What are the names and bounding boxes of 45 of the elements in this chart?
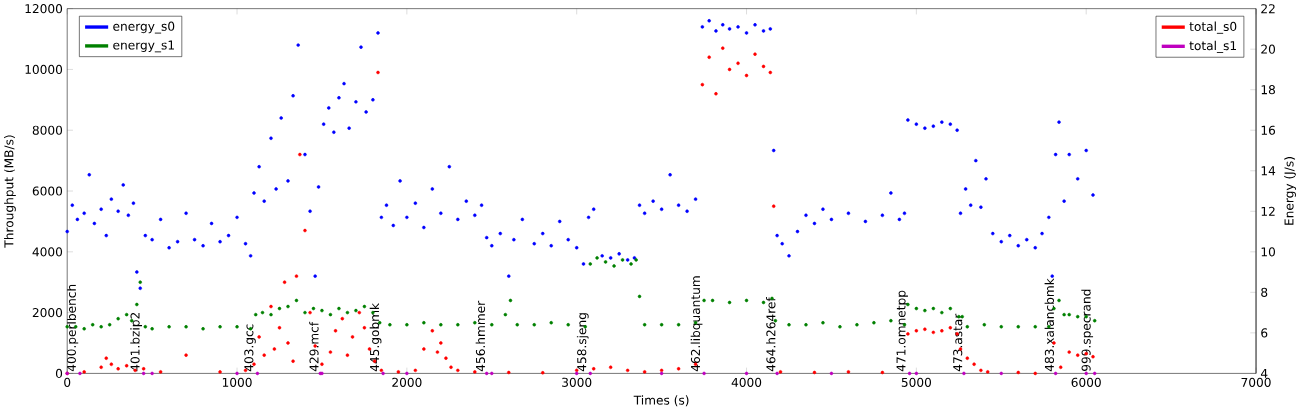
- x-tick-label: 0: [64, 377, 71, 387]
- y2-tick-label: 20: [1261, 44, 1276, 54]
- annotation: 462.libquantum: [690, 276, 703, 372]
- y2-tick-label: 14: [1261, 166, 1276, 176]
- x-tick-label: 2000: [392, 377, 422, 387]
- annotation: 429.mcf: [309, 321, 319, 372]
- y2-tick-label: 4: [1260, 368, 1268, 378]
- y2-tick-label: 18: [1261, 85, 1275, 95]
- y2-tick-label: 22: [1261, 4, 1275, 14]
- legend-label: total_s1: [1189, 40, 1237, 53]
- annotation: 445.gobmk: [369, 302, 382, 372]
- legend-label: energy_s0: [113, 21, 175, 34]
- y-tick-label: 6000: [32, 186, 63, 196]
- annotation: 473.astar: [953, 313, 963, 372]
- legend-label: energy_s1: [113, 40, 174, 53]
- x-axis-title: Times (s): [633, 395, 689, 407]
- y2-tick-label: 16: [1261, 125, 1276, 135]
- x-tick-label: 7000: [1241, 377, 1271, 387]
- y-tick-label: 2000: [32, 307, 63, 318]
- y2-tick-label: 12: [1261, 206, 1275, 216]
- x-tick-label: 3000: [562, 377, 592, 387]
- y2-tick-label: 6: [1261, 328, 1268, 338]
- x-tick-label: 6000: [1071, 377, 1101, 387]
- y2-tick-label: 10: [1261, 247, 1276, 257]
- y2-axis-title: Energy (J/s): [1284, 157, 1296, 225]
- annotation: 464.h264ref: [766, 296, 776, 372]
- annotation: 401.bzip2: [130, 312, 142, 372]
- annotation: 999.specrand: [1081, 289, 1094, 371]
- annotation: 471.omnetpp: [896, 290, 908, 372]
- y-tick-label: 10000: [25, 64, 63, 74]
- y2-tick-label: 8: [1261, 287, 1268, 297]
- x-tick-label: 1000: [222, 377, 252, 387]
- annotation: 458.sjeng: [576, 313, 589, 372]
- legend-label: total_s0: [1189, 21, 1237, 34]
- y-tick-label: 8000: [32, 125, 63, 135]
- annotation: 456.hmmer: [475, 300, 486, 372]
- y-axis-title: Throughput (MB/s): [4, 135, 16, 248]
- y-tick-label: 0: [55, 368, 63, 378]
- annotation: 403.gcc: [244, 324, 256, 372]
- y-tick-label: 12000: [25, 3, 63, 14]
- annotation: 400.perlbench: [66, 284, 79, 372]
- x-tick-label: 4000: [731, 377, 762, 387]
- x-tick-label: 5000: [901, 377, 932, 387]
- annotation: 483.xalancbmk: [1044, 278, 1055, 372]
- y-tick-label: 4000: [32, 247, 63, 257]
